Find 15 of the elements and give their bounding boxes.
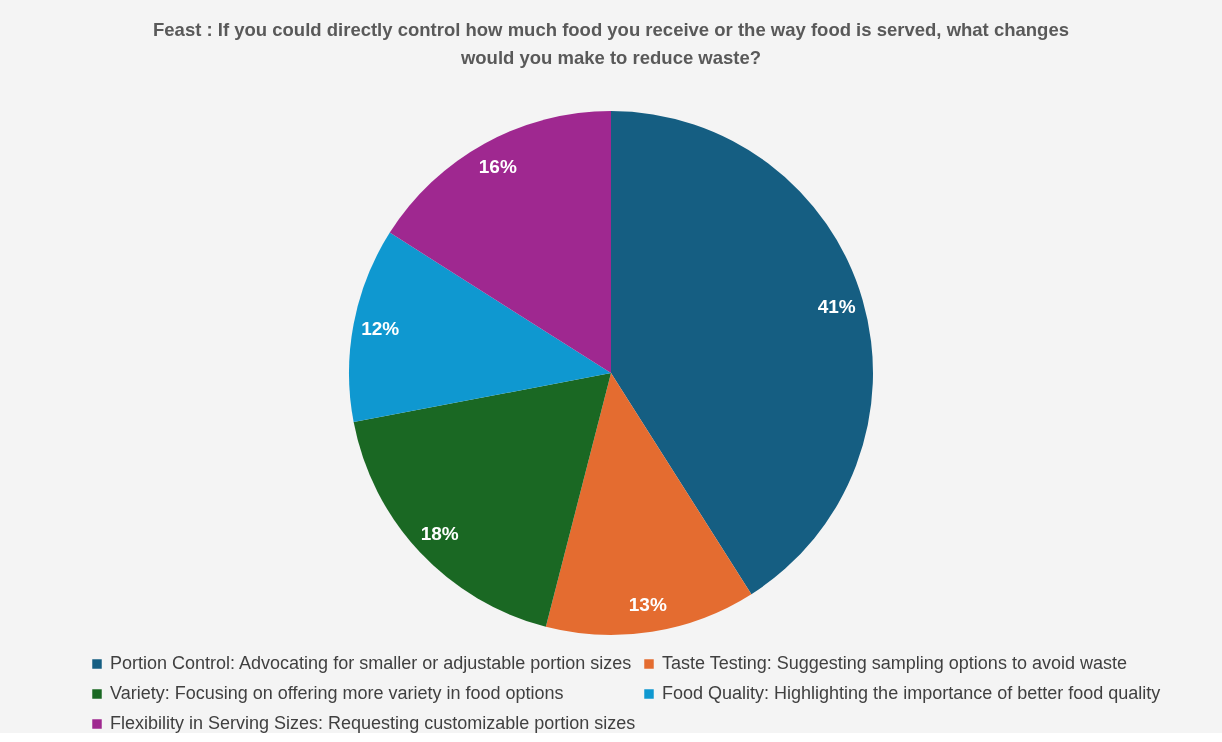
legend-label: Taste Testing: Suggesting sampling options to avoid waste [662,653,1127,673]
data-label: 12% [361,317,400,339]
data-label: 13% [628,594,667,616]
data-label: 41% [817,296,856,318]
data-label: 16% [478,156,517,178]
legend-label: Flexibility in Serving Sizes: Requesting customizable portion sizes [110,713,636,733]
pie-slice [611,111,873,595]
pie-slice [353,373,611,627]
pie-slice [349,232,611,423]
data-label: 18% [420,522,459,544]
legend-label: Variety: Focusing on offering more variety in food options [110,683,564,703]
legend-label: Portion Control: Advocating for smaller or adjustable portion sizes [110,653,632,673]
legend-label: Food Quality: Highlighting the importance of better food quality [662,683,1161,703]
chart-title: Feast : If you could directly control how much food you receive or the way food is served, what changes would you make to reduce waste? [153,18,1069,68]
pie-slice [545,373,752,635]
